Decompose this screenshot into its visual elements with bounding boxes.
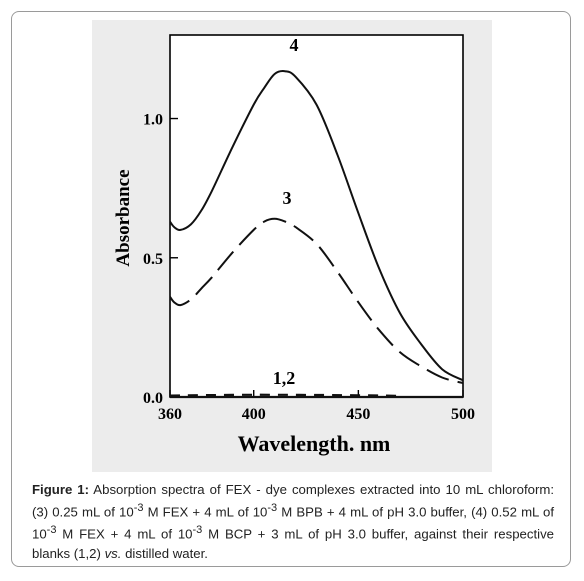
caption-sup-3: -3 (46, 524, 57, 537)
caption-vs: vs. (104, 545, 122, 561)
caption-sup-4: -3 (192, 524, 203, 537)
caption-sup-1: -3 (133, 502, 144, 514)
caption-text-1: Absorption spectra of FEX - dye complexe… (32, 482, 554, 520)
y-tick-label-0: 0.0 (143, 390, 163, 407)
caption-text-3: M BPB + 4 mL of pH 3.0 buffer, (4) 0.52 … (32, 504, 554, 542)
x-tick-label-0: 360 (158, 406, 182, 423)
absorption-chart: 360 400 450 500 0.0 0.5 1.0 Absorbance Wavelen… (113, 34, 475, 456)
x-tick-label-1: 400 (242, 406, 266, 423)
series-label-3: 3 (283, 188, 292, 208)
caption-label: Figure 1: (32, 482, 90, 497)
series-label-1-2: 1,2 (273, 368, 296, 388)
x-tick-label-3: 500 (451, 406, 475, 423)
caption-text-5: M BCP + 3 mL of pH 3.0 buffer, against t… (32, 526, 555, 561)
y-axis-label: Absorbance (113, 169, 134, 266)
y-tick-label-1: 0.5 (143, 251, 163, 268)
plot-area (169, 34, 464, 398)
figure-caption: Figure 1: Absorption spectra of FEX - dy… (32, 480, 554, 563)
series-label-4: 4 (290, 35, 299, 55)
caption-text-6: distilled water. (121, 545, 208, 561)
series-line-3 (169, 393, 401, 397)
series-line-1 (169, 217, 464, 385)
caption-text-2: M FEX + 4 mL of 10 (143, 504, 268, 520)
caption-text-4: M FEX + 4 mL of 10 (56, 526, 193, 542)
y-tick-label-2: 1.0 (143, 112, 163, 129)
x-axis-label: Wavelength. nm (238, 431, 391, 456)
caption-sup-2: -3 (267, 502, 278, 514)
x-tick-label-2: 450 (346, 406, 370, 423)
series-line-0 (169, 70, 464, 382)
